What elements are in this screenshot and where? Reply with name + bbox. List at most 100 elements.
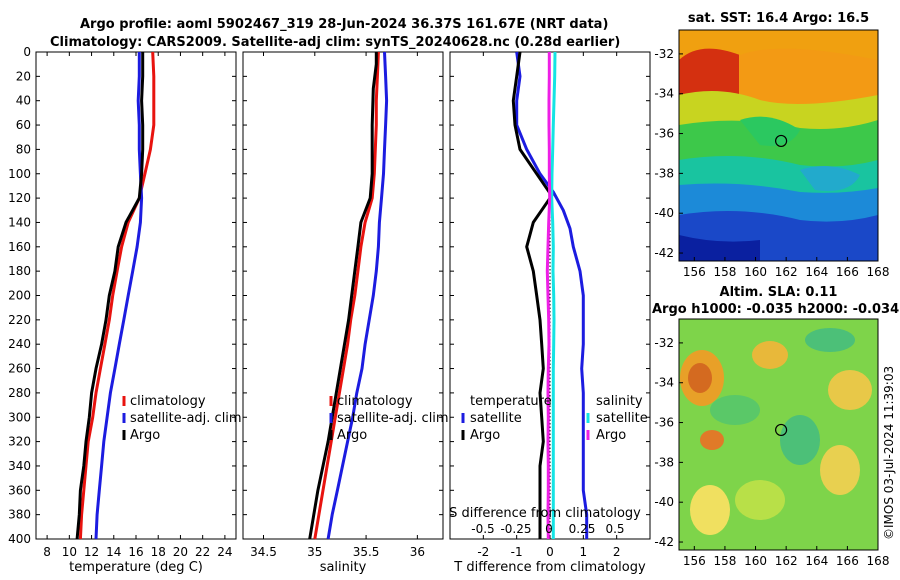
salinity-panel: 34.5 35 35.5 36 salinity climatology satellite… — [242, 51, 449, 575]
sla-map-frame — [678, 318, 879, 551]
series-line-s-satellite — [550, 51, 557, 539]
depth-tick-label: 320 — [8, 435, 31, 449]
sla-map-ytick-label: -40 — [654, 495, 674, 509]
legend-s-label-1: Argo — [596, 428, 626, 443]
temperature-axes-box — [35, 51, 237, 540]
sla-map-subtitle: Argo h1000: -0.035 h2000: -0.034 — [652, 302, 899, 317]
sla-map-xtick-label: 168 — [867, 554, 890, 568]
sst-map-ytick-label: -32 — [654, 47, 674, 61]
s-xtick-label: 0.25 — [569, 522, 596, 536]
legend-t-label-0: satellite — [470, 411, 522, 426]
sla-map-ytick-label: -36 — [654, 416, 674, 430]
depth-tick-label: 240 — [8, 337, 31, 351]
depth-tick-label: 300 — [8, 410, 31, 424]
temperature-xtick-label: 12 — [84, 545, 99, 559]
difference-xtick-label: -1 — [511, 545, 523, 559]
depth-tick-label: 340 — [8, 459, 31, 473]
sst-map-ytick-label: -38 — [654, 166, 674, 180]
sla-map-ytick-label: -34 — [654, 376, 674, 390]
depth-tick-label: 280 — [8, 386, 31, 400]
series-line-s-argo — [545, 52, 552, 540]
temperature-panel: 0 20 40 60 80 100 120 140 160 180 200 220 240 260 280 3… — [8, 45, 242, 575]
depth-tick-label: 0 — [23, 45, 31, 59]
s-difference-label: S difference from climatology — [449, 506, 641, 521]
legend-label-0: climatology — [130, 394, 206, 409]
sla-map-ytick-label: -38 — [654, 455, 674, 469]
depth-tick-label: 260 — [8, 362, 31, 376]
temperature-xtick-label: 24 — [217, 545, 232, 559]
legend-label-1: satellite-adj. clim — [337, 411, 449, 426]
s-xtick-label: -0.5 — [471, 522, 494, 536]
legend-s-label-0: satellite — [596, 411, 648, 426]
sla-map: Altim. SLA: 0.11 Argo h1000: -0.035 h2000… — [652, 285, 899, 568]
sla-map-xtick-label: 162 — [775, 554, 798, 568]
legend-temperature-title: temperature — [470, 394, 552, 409]
temperature-xtick-label: 22 — [195, 545, 210, 559]
legend-label-1: satellite-adj. clim — [130, 411, 242, 426]
series-line-argo — [308, 52, 378, 540]
sst-map-field — [679, 30, 878, 261]
legend-salinity-title: salinity — [596, 394, 643, 409]
salinity-xtick-label: 35.5 — [353, 545, 380, 559]
sst-map-xtick-label: 162 — [775, 265, 798, 279]
temperature-xtick-label: 14 — [106, 545, 121, 559]
sst-map-xtick-label: 164 — [805, 265, 828, 279]
difference-xtick-label: -2 — [477, 545, 489, 559]
series-line-satellite-adj-clim — [94, 52, 144, 540]
sla-map-title: Altim. SLA: 0.11 — [720, 285, 838, 300]
depth-tick-label: 380 — [8, 508, 31, 522]
difference-xtick-label: 1 — [580, 545, 588, 559]
sst-map-xtick-label: 166 — [836, 265, 859, 279]
temperature-xtick-label: 10 — [62, 545, 77, 559]
temperature-xtick-label: 8 — [43, 545, 51, 559]
sst-map-ytick-label: -34 — [654, 87, 674, 101]
series-line-climatology — [78, 51, 156, 540]
depth-tick-label: 140 — [8, 215, 31, 229]
series-line-satellite-adj-clim — [326, 51, 389, 540]
difference-xtick-label: 2 — [613, 545, 621, 559]
sla-map-xtick-label: 160 — [744, 554, 767, 568]
sla-map-ytick-label: -32 — [654, 336, 674, 350]
sst-map-xtick-label: 156 — [683, 265, 706, 279]
series-line-t-satellite — [515, 51, 589, 539]
salinity-xtick-label: 34.5 — [250, 545, 277, 559]
series-line-climatology — [313, 51, 380, 540]
depth-tick-label: 200 — [8, 289, 31, 303]
depth-tick-label: 400 — [8, 532, 31, 546]
legend-t-label-1: Argo — [470, 428, 500, 443]
depth-tick-label: 360 — [8, 483, 31, 497]
salinity-xlabel: salinity — [320, 560, 367, 575]
title-line-1: Argo profile: aoml 5902467_319 28-Jun-20… — [80, 17, 608, 32]
sla-map-xtick-label: 164 — [805, 554, 828, 568]
s-xtick-label: -0.25 — [500, 522, 531, 536]
s-xtick-label: 0.5 — [605, 522, 624, 536]
salinity-xtick-label: 36 — [410, 545, 425, 559]
legend-label-2: Argo — [130, 428, 160, 443]
title-line-2: Climatology: CARS2009. Satellite-adj cli… — [50, 35, 620, 50]
s-xtick-label: 0 — [545, 522, 553, 536]
sst-map-xtick-label: 160 — [744, 265, 767, 279]
depth-tick-label: 60 — [16, 118, 31, 132]
imos-watermark: ©IMOS 03-Jul-2024 11:39:03 — [882, 366, 896, 540]
temperature-xtick-label: 20 — [173, 545, 188, 559]
sst-map-ytick-label: -42 — [654, 246, 674, 260]
temperature-xtick-label: 16 — [128, 545, 143, 559]
difference-panel: -2 -1 0 1 2T difference from climatology temp… — [449, 51, 651, 575]
sla-map-argo-position-marker — [775, 423, 788, 437]
sst-map-xtick-label: 158 — [713, 265, 736, 279]
sla-map-xtick-label: 156 — [683, 554, 706, 568]
depth-tick-label: 100 — [8, 167, 31, 181]
depth-tick-label: 220 — [8, 313, 31, 327]
sst-map-title: sat. SST: 16.4 Argo: 16.5 — [688, 11, 869, 26]
salinity-xtick-label: 35 — [307, 545, 322, 559]
sst-map-ytick-label: -36 — [654, 127, 674, 141]
sst-map-xtick-label: 168 — [867, 265, 890, 279]
depth-tick-label: 180 — [8, 264, 31, 278]
legend-label-2: Argo — [337, 428, 367, 443]
legend-label-0: climatology — [337, 394, 413, 409]
sst-map-frame — [678, 29, 879, 262]
depth-tick-label: 40 — [16, 94, 31, 108]
depth-tick-label: 80 — [16, 142, 31, 156]
depth-tick-label: 160 — [8, 240, 31, 254]
